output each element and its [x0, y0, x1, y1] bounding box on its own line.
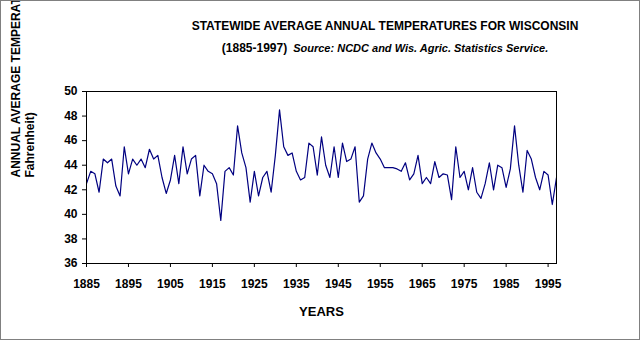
- svg-text:1905: 1905: [157, 277, 184, 291]
- svg-text:1925: 1925: [241, 277, 268, 291]
- svg-text:1895: 1895: [115, 277, 142, 291]
- svg-text:1975: 1975: [451, 277, 478, 291]
- svg-text:46: 46: [64, 133, 78, 147]
- svg-text:40: 40: [64, 207, 78, 221]
- svg-text:YEARS: YEARS: [299, 304, 344, 319]
- html-text:Source: NCDC and Wis. Agric. S: Source: NCDC and Wis. Agric. Statistics …: [293, 42, 549, 54]
- svg-text:1955: 1955: [367, 277, 394, 291]
- svg-text:1915: 1915: [199, 277, 226, 291]
- svg-text:1985: 1985: [493, 277, 520, 291]
- html-text:(1885-1997): (1885-1997): [221, 41, 288, 55]
- svg-text:1965: 1965: [409, 277, 436, 291]
- html-text:STATEWIDE AVERAGE ANNUAL TEMPE: STATEWIDE AVERAGE ANNUAL TEMPERATURES FO…: [191, 19, 579, 33]
- svg-text:1935: 1935: [283, 277, 310, 291]
- svg-text:1885: 1885: [73, 277, 100, 291]
- svg-text:48: 48: [64, 109, 78, 123]
- svg-text:1945: 1945: [325, 277, 352, 291]
- svg-text:1995: 1995: [535, 277, 562, 291]
- svg-text:44: 44: [64, 158, 78, 172]
- svg-text:50: 50: [64, 84, 78, 98]
- svg-text:ANNUAL AVERAGE TEMPERATURE (de: ANNUAL AVERAGE TEMPERATURE (degreesFahre…: [9, 0, 37, 178]
- svg-text:38: 38: [64, 232, 78, 246]
- svg-text:42: 42: [64, 183, 78, 197]
- svg-text:36: 36: [64, 256, 78, 270]
